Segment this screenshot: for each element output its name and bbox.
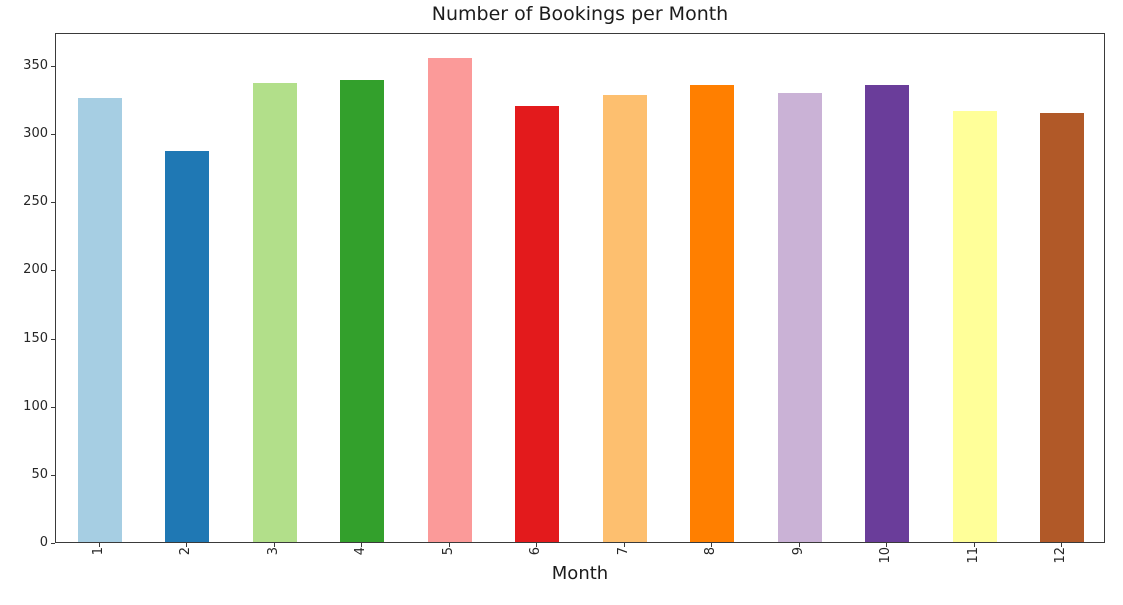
- x-tick-mark: [273, 543, 275, 547]
- x-tick-mark: [98, 543, 100, 547]
- bar-month-1: [77, 97, 122, 542]
- x-tick-mark: [1061, 543, 1063, 547]
- x-tick-label: 1: [90, 547, 106, 556]
- bar-month-8: [690, 85, 735, 542]
- x-tick-label: 2: [178, 547, 194, 556]
- y-tick-label: 100: [23, 398, 48, 414]
- x-axis-label: Month: [551, 563, 609, 584]
- x-tick-mark: [711, 543, 713, 547]
- x-tick-label: 7: [615, 547, 631, 556]
- x-tick-mark: [973, 543, 975, 547]
- y-tick-mark: [51, 474, 55, 476]
- x-tick-label: 11: [965, 547, 981, 564]
- x-tick-label: 6: [528, 547, 544, 556]
- y-tick-label: 350: [23, 57, 48, 73]
- y-tick-mark: [51, 202, 55, 204]
- y-tick-mark: [51, 338, 55, 340]
- plot-area: [55, 33, 1105, 543]
- bar-month-9: [777, 93, 822, 542]
- bar-month-6: [515, 105, 560, 542]
- x-tick-mark: [623, 543, 625, 547]
- x-tick-label: 12: [1053, 547, 1069, 564]
- x-tick-label: 10: [878, 547, 894, 564]
- x-tick-mark: [361, 543, 363, 547]
- bar-month-4: [340, 79, 385, 542]
- y-tick-label: 50: [31, 466, 48, 482]
- y-tick-mark: [51, 133, 55, 135]
- y-tick-label: 0: [39, 535, 48, 550]
- bar-month-12: [1040, 112, 1085, 542]
- x-tick-label: 3: [265, 547, 281, 556]
- y-tick-mark: [51, 65, 55, 67]
- y-tick-label: 250: [23, 194, 48, 210]
- bar-month-10: [865, 85, 910, 542]
- bar-month-11: [952, 111, 997, 542]
- y-tick-label: 200: [23, 262, 48, 278]
- x-tick-label: 5: [440, 547, 456, 556]
- bar-month-5: [427, 57, 472, 542]
- bar-month-7: [602, 94, 647, 542]
- y-tick-mark: [51, 406, 55, 408]
- y-tick-mark: [51, 270, 55, 272]
- x-tick-mark: [798, 543, 800, 547]
- x-tick-mark: [886, 543, 888, 547]
- bar-month-3: [252, 82, 297, 542]
- x-tick-mark: [448, 543, 450, 547]
- x-tick-label: 8: [703, 547, 719, 556]
- chart-title: Number of Bookings per Month: [431, 3, 729, 25]
- y-tick-label: 150: [23, 330, 48, 346]
- x-tick-label: 4: [353, 547, 369, 556]
- x-tick-label: 9: [790, 547, 806, 556]
- x-tick-mark: [186, 543, 188, 547]
- y-tick-mark: [51, 543, 55, 544]
- bar-month-2: [165, 150, 210, 542]
- x-tick-mark: [536, 543, 538, 547]
- y-tick-label: 300: [23, 125, 48, 141]
